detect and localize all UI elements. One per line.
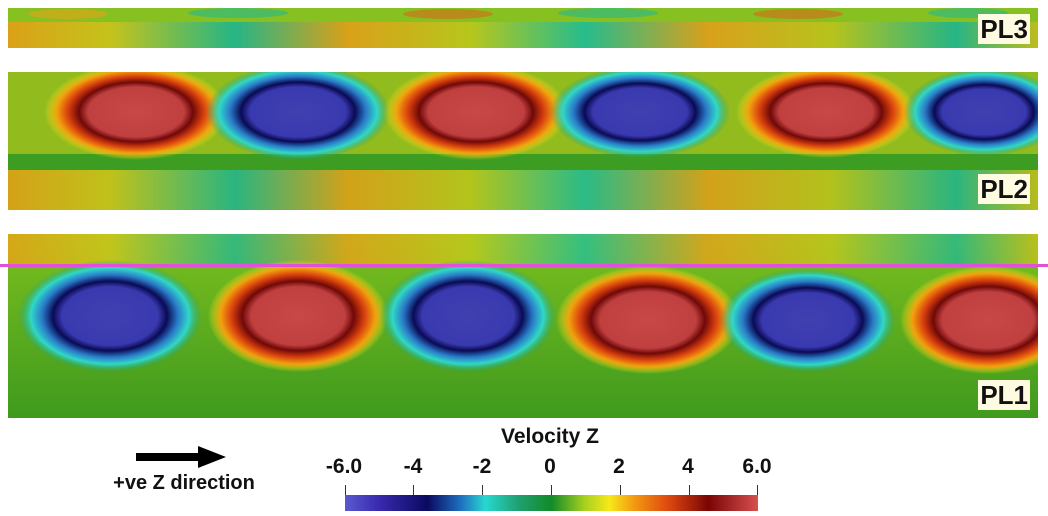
colorbar-tick-label: -2 xyxy=(472,455,492,478)
pl2-positive-cell xyxy=(384,72,568,160)
pl2-negative-cell xyxy=(904,72,1038,156)
panel-label-pl3: PL3 xyxy=(978,14,1030,44)
colorbar-tick-mark xyxy=(620,485,621,495)
pl2-positive-cell xyxy=(736,72,916,158)
colorbar-tick-label: -4 xyxy=(403,455,423,478)
colorbar-tick-mark xyxy=(413,485,414,495)
colorbar-tick-mark xyxy=(345,485,346,495)
pl1-contour-field xyxy=(8,234,1038,418)
colorbar-tick-label: 6.0 xyxy=(742,455,772,478)
pl2-positive-cell xyxy=(44,72,228,160)
pl1-negative-cell xyxy=(720,268,896,372)
contour-panel-pl3: PL3 xyxy=(8,8,1038,48)
pl1-positive-cell xyxy=(900,266,1038,374)
pl3-contour-field xyxy=(8,8,1038,48)
contour-panel-pl1: PL1 xyxy=(8,234,1038,418)
colorbar xyxy=(345,495,758,511)
pl1-negative-cell xyxy=(18,260,202,372)
measurement-line xyxy=(0,264,1048,267)
colorbar-title: Velocity Z xyxy=(500,425,600,448)
pl1-positive-cell xyxy=(208,260,388,372)
colorbar-tick-mark xyxy=(689,485,690,495)
pl2-contour-field xyxy=(8,72,1038,210)
colorbar-tick-mark xyxy=(551,485,552,495)
contour-panel-pl2: PL2 xyxy=(8,72,1038,210)
colorbar-tick-mark xyxy=(757,485,758,495)
colorbar-tick-label: 4 xyxy=(682,455,694,478)
panel-label-pl2: PL2 xyxy=(978,174,1030,204)
colorbar-tick-label: 2 xyxy=(613,455,625,478)
colorbar-tick-label: 0 xyxy=(544,455,556,478)
panel-label-pl1: PL1 xyxy=(978,380,1030,410)
pl1-positive-cell xyxy=(556,266,740,374)
direction-label: +ve Z direction xyxy=(113,472,255,494)
colorbar-tick-label: -6.0 xyxy=(325,455,363,478)
direction-arrow-icon xyxy=(136,446,226,468)
colorbar-tick-mark xyxy=(482,485,483,495)
pl2-negative-cell xyxy=(550,72,730,158)
pl2-negative-cell xyxy=(206,72,390,160)
pl1-negative-cell xyxy=(380,260,556,372)
